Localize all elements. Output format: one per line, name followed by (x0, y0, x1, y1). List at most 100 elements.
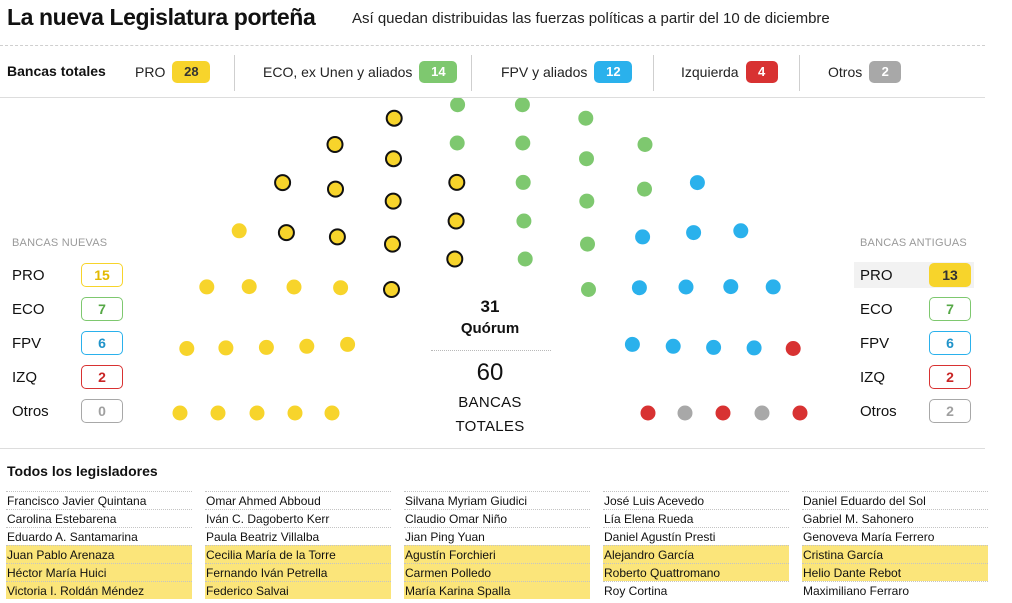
legislator-name: Carmen Polledo (404, 563, 590, 581)
seat-outline (326, 136, 344, 153)
legislators-column: Francisco Javier Quintana Carolina Esteba… (6, 491, 192, 599)
seat-eco (580, 236, 595, 252)
legislator-name: Eduardo A. Santamarina (6, 527, 192, 545)
legislator-name: Iván C. Dagoberto Kerr (205, 509, 391, 527)
seat-pro (324, 405, 340, 421)
seat-pro (241, 279, 257, 295)
total-item-izquierda[interactable]: Izquierda 4 (681, 52, 778, 92)
seat-fpv (746, 340, 762, 356)
seat-pro (199, 279, 215, 295)
nuevas-row-value: 2 (81, 365, 123, 389)
seat-pro (386, 110, 402, 126)
nuevas-row-label: ECO (12, 300, 45, 318)
seat-outline (385, 109, 403, 127)
nuevas-title: BANCAS NUEVAS (12, 237, 108, 249)
seat-fpv (689, 175, 705, 191)
nuevas-row-fpv: FPV 6 (6, 330, 126, 356)
seat-pro (327, 137, 343, 152)
legislator-name: Francisco Javier Quintana (6, 491, 192, 509)
seat-pro (218, 340, 234, 356)
nuevas-row-value: 7 (81, 297, 123, 321)
nuevas-row-label: Otros (12, 402, 49, 420)
nuevas-row-label: FPV (12, 334, 42, 352)
seat-fpv (665, 338, 681, 354)
header-divider (0, 45, 985, 46)
legislator-name: Roy Cortina (603, 581, 789, 599)
page-title: La nueva Legislatura porteña (7, 4, 316, 30)
seat-pro (172, 405, 188, 421)
seat-outline (274, 174, 292, 192)
seat-outline (328, 228, 346, 246)
page-subtitle: Así quedan distribuidas las fuerzas polí… (352, 10, 830, 27)
antiguas-row-pro: PRO 13 (854, 262, 974, 288)
legislator-name: Daniel Agustín Presti (603, 527, 789, 545)
seat-pro (249, 405, 265, 421)
seat-pro (278, 225, 294, 241)
antiguas-row-label: Otros (860, 402, 897, 420)
legislators-column: José Luis Acevedo Lía Elena Rueda Daniel A… (603, 491, 789, 599)
nuevas-row-pro: PRO 15 (6, 262, 126, 288)
quorum-label: Quórum (460, 320, 520, 337)
total-item-fpv[interactable]: FPV y aliados 12 (501, 52, 633, 92)
antiguas-row-value: 13 (929, 263, 971, 287)
seat-izq (785, 341, 801, 356)
seat-fpv (706, 339, 722, 355)
center-divider (431, 350, 551, 351)
seat-pro (258, 339, 274, 355)
antiguas-row-label: FPV (860, 334, 890, 352)
seat-eco (517, 251, 533, 267)
seat-pro (448, 213, 464, 229)
seat-pro (275, 175, 291, 191)
seat-eco (515, 135, 531, 151)
legislators-title: Todos los legisladores (7, 463, 158, 479)
legislators-column: Silvana Myriam Giudici Claudio Omar Niño J… (404, 491, 590, 599)
total-item-label: Izquierda (681, 64, 739, 80)
antiguas-title: BANCAS ANTIGUAS (860, 237, 967, 249)
legislator-name: José Luis Acevedo (603, 491, 789, 509)
antiguas-row-otros: Otros 2 (854, 398, 974, 424)
seat-fpv (635, 229, 651, 245)
nuevas-row-value: 15 (81, 263, 123, 287)
seat-eco (579, 151, 594, 167)
legislator-name: Paula Beatriz Villalba (205, 527, 391, 545)
antiguas-row-eco: ECO 7 (854, 296, 974, 322)
seat-pro (286, 279, 302, 295)
seat-pro (328, 181, 343, 197)
total-seats-label: TOTALES (455, 418, 525, 435)
totals-divider (799, 55, 800, 91)
seat-eco (579, 193, 595, 209)
legislator-name: Alejandro García (603, 545, 789, 563)
seat-eco (637, 181, 652, 197)
seat-pro (299, 338, 315, 354)
total-seats-label: BANCAS (458, 394, 522, 411)
antiguas-row-value: 7 (929, 297, 971, 321)
total-item-otros[interactable]: Otros 2 (828, 52, 902, 92)
antiguas-row-value: 2 (929, 399, 971, 423)
seat-pro (447, 251, 463, 267)
seat-eco (514, 98, 530, 113)
seat-outline (447, 212, 465, 230)
totals-divider (234, 55, 235, 91)
total-item-value: 28 (172, 61, 211, 83)
seat-pro (210, 405, 226, 421)
total-seats-value: 60 (476, 359, 504, 386)
legislator-name: Genoveva María Ferrero (802, 527, 988, 545)
total-item-pro[interactable]: PRO 28 (135, 52, 211, 92)
total-item-value: 4 (745, 61, 778, 83)
seat-pro (340, 336, 356, 352)
seat-fpv (678, 279, 694, 295)
seat-izq (640, 405, 656, 421)
seat-fpv (631, 280, 647, 296)
seat-pro (386, 151, 401, 167)
seat-izq (792, 405, 808, 421)
legislator-name: Helio Dante Rebot (802, 563, 988, 581)
seat-outline (277, 224, 295, 242)
seat-fpv (624, 336, 640, 352)
nuevas-row-value: 0 (81, 399, 123, 423)
seat-pro (179, 341, 195, 356)
seat-eco (581, 282, 596, 297)
legislator-name: Carolina Estebarena (6, 509, 192, 527)
legislator-name: María Karina Spalla (404, 581, 590, 599)
legislator-name: Victoria I. Roldán Méndez (6, 581, 192, 599)
total-item-eco[interactable]: ECO, ex Unen y aliados 14 (263, 52, 458, 92)
